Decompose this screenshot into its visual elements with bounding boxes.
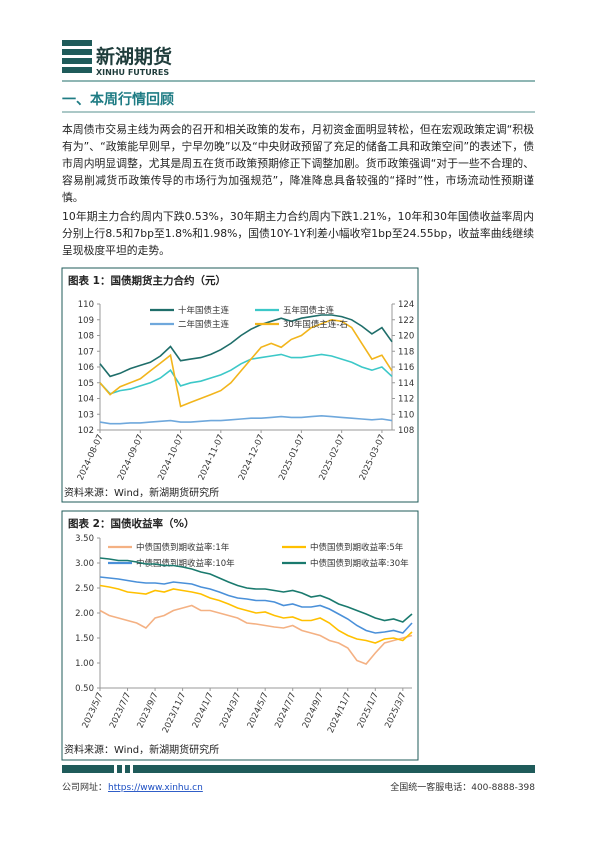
series-line <box>99 584 413 644</box>
y-tick-label: 109 <box>78 316 94 326</box>
x-tick-label: 2024-10-07 <box>156 433 186 482</box>
x-tick-label: 2025-02-07 <box>317 433 347 482</box>
y2-tick-label: 114 <box>398 379 414 389</box>
y-tick-label: 2.50 <box>75 584 94 594</box>
y-tick-label: 2.00 <box>75 609 94 619</box>
y-tick-label: 110 <box>78 300 94 310</box>
x-tick-label: 2024/7/7 <box>273 691 298 730</box>
chart-source: 资料来源：Wind，新湖期货研究所 <box>64 486 219 499</box>
series-line <box>99 318 393 408</box>
x-tick-label: 2024/11/7 <box>326 691 353 735</box>
series-line <box>99 557 413 623</box>
paragraph: 10年期主力合约周内下跌0.53%，30年期主力合约周内下跌1.21%，10年和… <box>62 210 534 257</box>
x-tick-label: 2024-08-07 <box>76 433 106 482</box>
x-tick-label: 2024/9/7 <box>301 691 326 730</box>
x-tick-label: 2025/3/7 <box>383 691 408 730</box>
y-tick-label: 1.50 <box>75 634 94 644</box>
series-line <box>99 576 413 634</box>
paragraph: 本周债市交易主线为两会的召开和相关政策的发布，月初资金面明显转松，但在宏观政策定… <box>62 123 534 204</box>
x-tick-label: 2024-11-07 <box>197 433 227 482</box>
y-tick-label: 3.00 <box>75 559 94 569</box>
x-tick-label: 2024-09-07 <box>116 433 146 482</box>
x-tick-label: 2024/3/7 <box>218 691 243 730</box>
y-tick-label: 105 <box>78 379 94 389</box>
footer-website-label: 公司网址： <box>62 781 107 793</box>
legend-label: 30年国债主连-右 <box>283 319 348 330</box>
x-tick-label: 2025-03-07 <box>358 433 388 482</box>
x-tick-label: 2023/7/7 <box>108 691 133 730</box>
x-tick-label: 2025/1/7 <box>356 691 381 730</box>
legend-label: 中债国债到期收益率:1年 <box>136 542 230 553</box>
y-tick-label: 1.00 <box>75 659 94 669</box>
section-title: 一、本周行情回顾 <box>62 91 174 108</box>
legend-label: 中债国债到期收益率:30年 <box>310 558 409 569</box>
y2-tick-label: 120 <box>398 332 414 342</box>
y-tick-label: 107 <box>78 347 94 357</box>
y2-tick-label: 118 <box>398 347 414 357</box>
y-tick-label: 106 <box>78 363 94 373</box>
series-line <box>99 604 413 665</box>
footer-hotline: 全国统一客服电话：400-8888-398 <box>390 781 535 793</box>
y-tick-label: 103 <box>78 410 94 420</box>
footer-website-link[interactable]: https://www.xinhu.cn <box>108 783 203 793</box>
legend-label: 十年国债主连 <box>178 305 230 316</box>
logo-en: XINHU FUTURES <box>96 68 169 77</box>
y2-tick-label: 112 <box>398 395 414 405</box>
chart-title: 图表 2：国债收益率（%） <box>68 517 194 530</box>
x-tick-label: 2023/9/7 <box>136 691 161 730</box>
logo-cn: 新湖期货 <box>96 45 172 68</box>
legend-label: 五年国债主连 <box>283 305 335 316</box>
y2-tick-label: 110 <box>398 410 414 420</box>
footer-bar <box>62 765 535 773</box>
y2-tick-label: 124 <box>398 300 414 310</box>
y-tick-label: 0.50 <box>75 684 94 694</box>
y2-tick-label: 122 <box>398 316 414 326</box>
logo-mark <box>62 40 92 73</box>
chart-source: 资料来源：Wind，新湖期货研究所 <box>64 743 219 756</box>
y-tick-label: 3.50 <box>75 534 94 544</box>
chart-frame <box>61 267 419 503</box>
y-tick-label: 104 <box>78 395 94 405</box>
legend-label: 二年国债主连 <box>178 319 230 330</box>
x-tick-label: 2024/1/7 <box>191 691 216 730</box>
series-line <box>99 414 393 425</box>
legend-label: 中债国债到期收益率:10年 <box>136 558 235 569</box>
chart-frame <box>61 510 419 761</box>
y2-tick-label: 116 <box>398 363 414 373</box>
x-tick-label: 2023/11/7 <box>161 691 188 735</box>
series-line <box>99 353 393 395</box>
x-tick-label: 2024/5/7 <box>246 691 271 730</box>
legend-label: 中债国债到期收益率:5年 <box>310 542 404 553</box>
chart-title: 图表 1：国债期货主力合约（元） <box>68 274 226 287</box>
y2-tick-label: 108 <box>398 426 414 436</box>
series-line <box>99 314 393 378</box>
y-tick-label: 108 <box>78 332 94 342</box>
x-tick-label: 2023/5/7 <box>81 691 106 730</box>
x-tick-label: 2024-12-07 <box>237 433 267 482</box>
x-tick-label: 2025-01-07 <box>277 433 307 482</box>
y-tick-label: 102 <box>78 426 94 436</box>
